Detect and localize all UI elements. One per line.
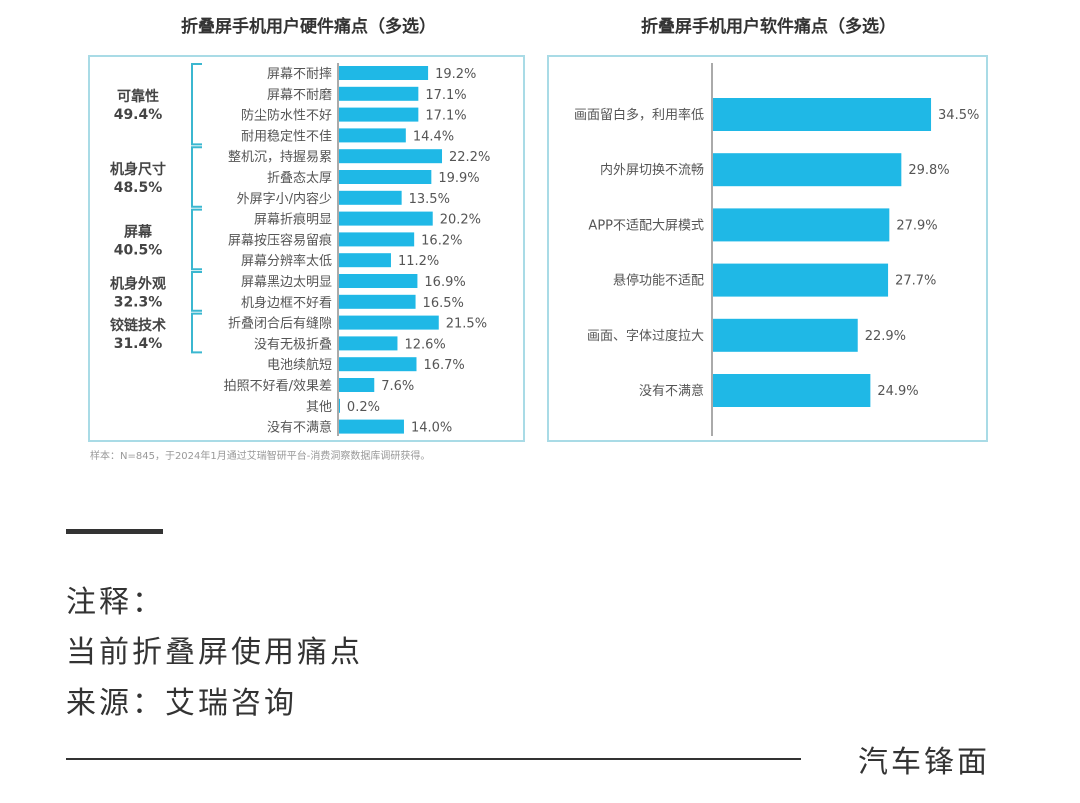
software-value-label: 24.9% <box>877 384 918 399</box>
hardware-value-label: 16.2% <box>421 233 462 248</box>
hardware-category-label: 电池续航短 <box>267 357 332 373</box>
group-value: 40.5% <box>114 242 163 258</box>
group-value: 49.4% <box>114 107 163 123</box>
hardware-value-label: 16.9% <box>424 275 465 290</box>
hardware-category-label: 其他 <box>306 400 332 415</box>
hardware-value-label: 16.5% <box>423 296 464 311</box>
hardware-category-label: 屏幕折痕明显 <box>254 212 332 228</box>
divider-bottom <box>66 758 801 760</box>
brand-name: 汽车锋面 <box>858 745 990 780</box>
hardware-value-label: 22.2% <box>449 150 490 165</box>
hardware-bar <box>339 190 402 205</box>
source-text: 来源：艾瑞咨询 <box>66 686 297 721</box>
software-category-label: 悬停功能不适配 <box>613 273 704 289</box>
hardware-bar <box>339 294 416 309</box>
software-bar <box>713 153 902 187</box>
hardware-bar <box>339 315 439 330</box>
hardware-bar <box>339 253 391 268</box>
software-chart-frame <box>547 55 988 442</box>
group-name: 屏幕 <box>124 223 153 240</box>
software-value-label: 27.7% <box>895 274 936 289</box>
hardware-category-label: 屏幕不耐磨 <box>267 88 332 103</box>
hardware-category-label: 拍照不好看/效果差 <box>224 378 332 394</box>
hardware-value-label: 16.7% <box>423 358 464 373</box>
hardware-category-label: 屏幕不耐摔 <box>267 66 332 82</box>
hardware-value-label: 11.2% <box>398 254 439 269</box>
hardware-bar <box>339 357 417 372</box>
hardware-value-label: 12.6% <box>404 337 445 352</box>
group-name: 机身外观 <box>110 275 166 292</box>
software-bar <box>713 263 889 297</box>
hardware-bar <box>339 66 429 80</box>
divider-short <box>66 529 163 534</box>
hardware-value-label: 21.5% <box>446 317 487 332</box>
hardware-value-label: 19.2% <box>435 67 476 82</box>
group-bracket <box>191 146 202 208</box>
hardware-category-label: 没有不满意 <box>267 420 332 436</box>
hardware-bar <box>339 86 419 101</box>
hardware-bar <box>339 232 415 247</box>
software-bar <box>713 98 932 131</box>
hardware-category-label: 折叠态太厚 <box>267 171 332 186</box>
group-bracket <box>191 271 202 312</box>
software-bar <box>713 208 890 242</box>
software-category-label: 没有不满意 <box>639 383 704 399</box>
hardware-bar <box>339 274 418 288</box>
hardware-value-label: 14.4% <box>413 129 454 144</box>
hardware-value-label: 17.1% <box>425 88 466 103</box>
software-value-label: 27.9% <box>896 218 937 233</box>
software-bar <box>713 318 858 352</box>
hardware-category-label: 屏幕分辨率太低 <box>241 253 332 269</box>
group-value: 31.4% <box>114 336 163 352</box>
hardware-value-label: 13.5% <box>409 192 450 207</box>
hardware-bar <box>339 378 375 392</box>
software-chart-title: 折叠屏手机用户软件痛点（多选） <box>641 17 896 37</box>
group-value: 48.5% <box>114 180 163 196</box>
group-bracket <box>191 208 202 271</box>
hardware-category-label: 屏幕黑边太明显 <box>241 275 332 290</box>
software-category-label: 画面、字体过度拉大 <box>587 328 704 344</box>
hardware-bar <box>339 211 433 226</box>
software-category-label: APP不适配大屏模式 <box>588 218 704 233</box>
hardware-value-label: 20.2% <box>440 213 481 228</box>
software-category-label: 画面留白多，利用率低 <box>574 107 704 123</box>
hardware-bar <box>339 128 406 143</box>
group-bracket <box>191 63 202 146</box>
hardware-bar <box>339 336 398 351</box>
hardware-category-label: 没有无极折叠 <box>254 337 332 352</box>
group-name: 可靠性 <box>117 88 159 105</box>
software-category-label: 内外屏切换不流畅 <box>600 162 704 178</box>
hardware-chart-frame <box>88 55 525 442</box>
hardware-category-label: 屏幕按压容易留痕 <box>228 232 332 248</box>
group-name: 铰链技术 <box>110 317 166 334</box>
hardware-value-label: 0.2% <box>347 400 380 415</box>
hardware-category-label: 耐用稳定性不佳 <box>241 128 332 144</box>
hardware-category-label: 防尘防水性不好 <box>241 108 332 124</box>
hardware-category-label: 外屏字小/内容少 <box>237 191 332 207</box>
note-text: 当前折叠屏使用痛点 <box>66 635 363 670</box>
software-bar <box>713 374 871 407</box>
group-name: 机身尺寸 <box>110 161 166 178</box>
note-label: 注释： <box>66 585 165 620</box>
hardware-category-label: 整机沉，持握易累 <box>228 150 332 165</box>
hardware-value-label: 14.0% <box>411 421 452 436</box>
group-value: 32.3% <box>114 294 163 310</box>
hardware-bar <box>339 398 340 413</box>
hardware-bar <box>339 419 404 434</box>
hardware-bar <box>339 107 419 122</box>
hardware-value-label: 17.1% <box>425 109 466 124</box>
hardware-bar <box>339 149 443 164</box>
software-value-label: 34.5% <box>938 108 979 123</box>
hardware-value-label: 7.6% <box>381 379 414 394</box>
hardware-chart-title: 折叠屏手机用户硬件痛点（多选） <box>181 17 436 37</box>
software-value-label: 29.8% <box>908 163 949 178</box>
sample-note: 样本：N=845，于2024年1月通过艾瑞智研平台-消费洞察数据库调研获得。 <box>90 451 431 462</box>
hardware-category-label: 折叠闭合后有缝隙 <box>228 317 332 332</box>
hardware-category-label: 机身边框不好看 <box>241 295 332 311</box>
hardware-bar <box>339 170 432 184</box>
hardware-value-label: 19.9% <box>438 171 479 186</box>
group-bracket <box>191 312 202 354</box>
software-value-label: 22.9% <box>865 329 906 344</box>
chart-canvas: 屏幕不耐摔 19.2% 屏幕不耐磨 17.1% 防尘防水性不好 17.1% 耐用稳定性不佳 1… <box>110 63 979 436</box>
